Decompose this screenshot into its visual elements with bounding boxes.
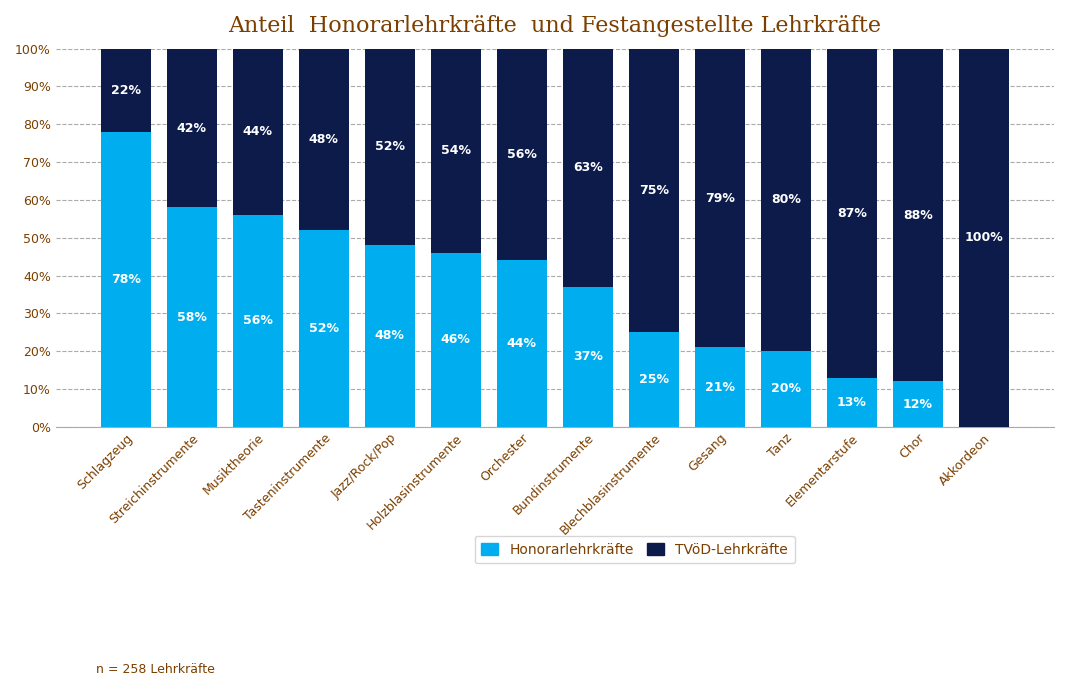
- Bar: [959, 49, 1009, 427]
- Legend: Honorarlehrkräfte, TVöD-Lehrkräfte: Honorarlehrkräfte, TVöD-Lehrkräfte: [475, 536, 795, 563]
- Text: 48%: 48%: [375, 329, 405, 342]
- Text: 22%: 22%: [111, 84, 141, 97]
- Text: 37%: 37%: [573, 350, 603, 363]
- Text: 12%: 12%: [903, 398, 933, 410]
- Text: 48%: 48%: [309, 133, 339, 146]
- Bar: [299, 230, 348, 427]
- Bar: [497, 261, 546, 427]
- Text: 46%: 46%: [440, 333, 470, 346]
- Bar: [695, 347, 745, 427]
- Bar: [102, 132, 151, 427]
- Bar: [233, 215, 282, 427]
- Text: 20%: 20%: [771, 383, 801, 396]
- Text: 75%: 75%: [639, 184, 669, 197]
- Text: 42%: 42%: [176, 121, 207, 134]
- Text: 88%: 88%: [903, 209, 933, 222]
- Text: 58%: 58%: [177, 310, 206, 324]
- Bar: [761, 351, 810, 427]
- Bar: [299, 49, 348, 230]
- Bar: [761, 49, 810, 351]
- Text: 80%: 80%: [771, 193, 801, 207]
- Text: 54%: 54%: [440, 144, 470, 157]
- Bar: [630, 332, 679, 427]
- Bar: [563, 287, 613, 427]
- Bar: [233, 49, 282, 215]
- Bar: [563, 49, 613, 287]
- Bar: [167, 49, 217, 207]
- Bar: [431, 253, 481, 427]
- Bar: [366, 245, 415, 427]
- Text: 56%: 56%: [243, 315, 273, 327]
- Bar: [366, 49, 415, 245]
- Bar: [431, 49, 481, 253]
- Text: 56%: 56%: [507, 148, 537, 161]
- Text: 44%: 44%: [243, 125, 273, 139]
- Text: 21%: 21%: [704, 380, 734, 394]
- Text: 44%: 44%: [507, 337, 537, 350]
- Title: Anteil  Honorarlehrkräfte  und Festangestellte Lehrkräfte: Anteil Honorarlehrkräfte und Festangeste…: [229, 15, 881, 37]
- Bar: [827, 49, 877, 378]
- Text: 78%: 78%: [111, 273, 141, 286]
- Text: 52%: 52%: [375, 141, 405, 153]
- Bar: [695, 49, 745, 347]
- Bar: [167, 207, 217, 427]
- Bar: [893, 381, 943, 427]
- Text: 79%: 79%: [704, 191, 734, 204]
- Text: 13%: 13%: [837, 396, 867, 409]
- Bar: [497, 49, 546, 261]
- Text: 52%: 52%: [309, 322, 339, 335]
- Text: 87%: 87%: [837, 207, 867, 220]
- Bar: [102, 49, 151, 132]
- Text: n = 258 Lehrkräfte: n = 258 Lehrkräfte: [96, 663, 215, 676]
- Bar: [630, 49, 679, 332]
- Bar: [827, 378, 877, 427]
- Text: 63%: 63%: [573, 161, 603, 174]
- Text: 25%: 25%: [639, 373, 669, 386]
- Text: 100%: 100%: [964, 231, 1003, 244]
- Bar: [893, 49, 943, 381]
